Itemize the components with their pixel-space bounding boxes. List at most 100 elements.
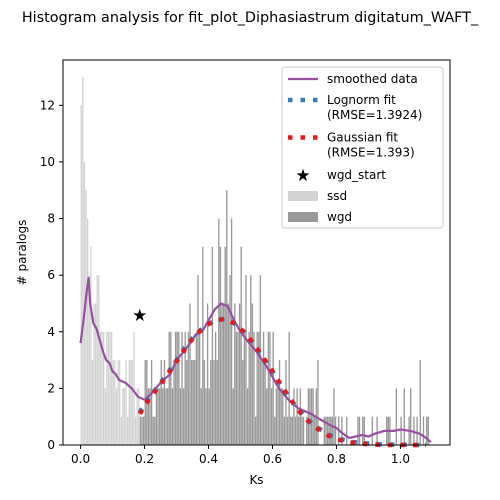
ssd-bar [93, 303, 95, 445]
wgd-bar [158, 388, 161, 445]
x-axis-ticks: 0.0 0.2 0.4 0.6 0.8 1.0 [71, 445, 410, 466]
ssd-bar [128, 360, 130, 445]
wgd-bar [157, 388, 159, 445]
wgd-bar [214, 331, 217, 445]
ssd-bar [88, 275, 90, 445]
legend-label-lognorm: Lognorm fit [327, 93, 396, 107]
ssd-bar [122, 388, 124, 445]
ssd-bar [120, 416, 122, 445]
wgd-bar [141, 416, 143, 445]
wgd-bar [187, 331, 190, 445]
ssd-bar [86, 218, 89, 445]
y-tick-label: 4 [47, 325, 55, 339]
wgd-bar [288, 331, 290, 445]
wgd-bar [227, 303, 230, 445]
wgd-bar [376, 416, 378, 445]
wgd-bar [314, 416, 316, 445]
wgd-bar [246, 388, 249, 445]
ssd-bar [133, 331, 135, 445]
wgd-bar [149, 388, 151, 445]
ssd-bar [94, 303, 97, 445]
wgd-bar [194, 360, 196, 445]
wgd-bar [294, 416, 297, 445]
wgd-bar [173, 360, 175, 445]
ssd-bar [109, 331, 111, 445]
legend-swatch-wgd [288, 212, 318, 222]
y-tick-label: 2 [47, 381, 55, 395]
wgd-bar [363, 416, 365, 445]
wgd-bar [307, 388, 310, 445]
y-tick-label: 8 [47, 212, 55, 226]
wgd-bar [290, 416, 292, 445]
wgd-bar [262, 331, 265, 445]
x-axis-label: Ks [249, 473, 263, 487]
legend-label-lognorm: (RMSE=1.3924) [327, 108, 422, 122]
wgd-bar [203, 360, 206, 445]
legend-swatch-ssd [288, 191, 318, 201]
wgd-bar [202, 246, 204, 445]
wgd-bar [286, 416, 289, 445]
wgd-bar [259, 275, 262, 445]
wgd-bar [160, 360, 162, 445]
wgd-bar [362, 416, 364, 445]
wgd-bar [152, 416, 154, 445]
wgd-bar [341, 416, 343, 445]
wgd-bar [186, 360, 188, 445]
wgd-bar [178, 331, 180, 445]
y-axis-label: # paralogs [15, 220, 29, 286]
wgd-bar [163, 360, 166, 445]
wgd-bar [306, 416, 308, 445]
y-tick-label: 10 [40, 155, 55, 169]
wgd-bar [250, 275, 252, 445]
chart-title: Histogram analysis for fit_plot_Diphasia… [22, 10, 479, 26]
wgd-bar [176, 331, 178, 445]
ssd-bar [112, 360, 114, 445]
wgd-bar [299, 388, 302, 445]
wgd-bar [181, 331, 183, 445]
y-axis-ticks: 0 2 4 6 8 10 12 [40, 98, 63, 452]
ssd-bar [130, 360, 132, 445]
wgd-bar [208, 388, 210, 445]
wgd-bar [422, 416, 425, 445]
wgd-bar [162, 388, 164, 445]
wgd-bar [317, 360, 319, 445]
wgd-bar [248, 331, 250, 445]
wgd-bar [171, 388, 174, 445]
wgd-bar [334, 416, 337, 445]
wgd-bar [216, 360, 218, 445]
legend-box [281, 66, 444, 229]
wgd-bar [298, 416, 300, 445]
wgd-bar [283, 416, 286, 445]
wgd-bar [190, 360, 193, 445]
wgd-bar [232, 388, 234, 445]
ssd-bar [80, 105, 82, 445]
wgd-bar [278, 360, 281, 445]
ssd-bar [138, 388, 140, 445]
wgd-bar [218, 218, 220, 445]
wgd-bar [210, 360, 212, 445]
wgd-bar [302, 416, 305, 445]
plot-frame [62, 59, 451, 446]
wgd-bar [243, 331, 246, 445]
wgd-bar [282, 388, 284, 445]
wgd-bar [419, 360, 421, 445]
wgd-bar [326, 416, 329, 445]
legend-label-ssd: ssd [327, 189, 347, 203]
wgd-bar [323, 416, 326, 445]
ssd-bar [117, 360, 119, 445]
wgd-bar [235, 331, 238, 445]
wgd-bar [395, 388, 397, 445]
wgd-bar [328, 416, 330, 445]
wgd-bar [312, 388, 314, 445]
wgd-bar [170, 331, 172, 445]
wgd-bar [240, 246, 242, 445]
legend-label-smoothed: smoothed data [327, 72, 418, 86]
ssd-bar [107, 331, 110, 445]
wgd-bar [166, 388, 169, 445]
ssd-bar [102, 331, 105, 445]
legend-label-wgd_start: wgd_start [327, 168, 386, 182]
wgd-bar [400, 416, 402, 445]
wgd-bar [427, 416, 429, 445]
wgd-bar [310, 388, 313, 445]
ssd-bar [126, 416, 129, 445]
